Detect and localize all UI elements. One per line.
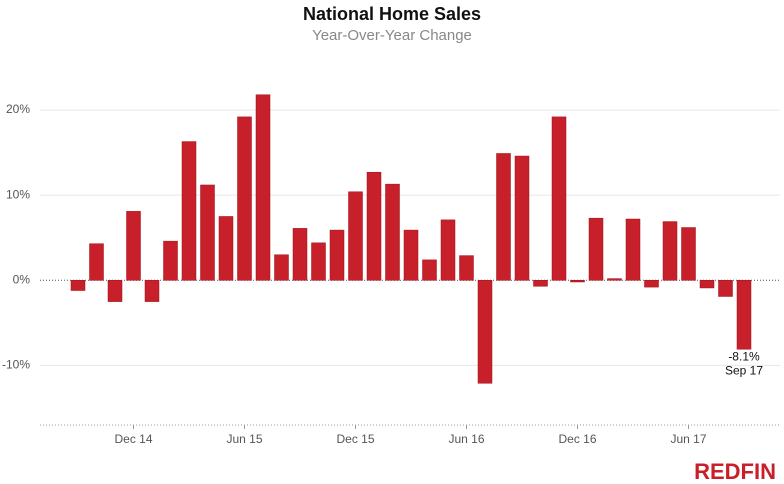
bar (570, 280, 585, 283)
bar (699, 280, 715, 289)
bar (237, 116, 252, 281)
chart-title: National Home Sales (303, 4, 481, 24)
bar (681, 227, 696, 281)
bar (348, 191, 363, 281)
x-tick-label: Dec 16 (558, 432, 596, 446)
bar (644, 280, 659, 288)
bar (607, 278, 622, 281)
bar (274, 254, 289, 281)
bar (163, 240, 178, 281)
bar (255, 94, 271, 281)
bar (533, 280, 548, 287)
bar (366, 171, 382, 281)
x-tick-label: Dec 15 (336, 432, 374, 446)
chart-subtitle: Year-Over-Year Change (312, 27, 472, 44)
bar (477, 280, 493, 384)
bar (126, 211, 141, 281)
bar (89, 243, 104, 281)
x-tick-label: Jun 16 (448, 432, 484, 446)
bar (736, 280, 752, 350)
bar (70, 280, 86, 291)
bar (292, 228, 308, 281)
bar (200, 184, 215, 281)
bar (625, 218, 641, 281)
bar (218, 216, 234, 281)
bar (662, 221, 678, 281)
y-tick-label: 10% (6, 187, 30, 201)
x-tick-label: Jun 15 (226, 432, 262, 446)
bar (459, 255, 474, 281)
bar (440, 219, 456, 281)
bar (311, 242, 326, 281)
bar (403, 229, 419, 281)
bar (514, 155, 530, 281)
x-tick-label: Dec 14 (114, 432, 152, 446)
y-tick-label: 20% (6, 102, 30, 116)
bar (496, 153, 511, 281)
y-tick-label: 0% (13, 272, 31, 286)
bar (385, 183, 400, 281)
annotation: Sep 17 (725, 363, 763, 377)
x-tick-label: Jun 17 (670, 432, 706, 446)
bar (551, 116, 567, 281)
bar (329, 229, 345, 281)
bar (181, 141, 197, 281)
bar (588, 217, 604, 281)
bar (144, 280, 160, 302)
bar (422, 259, 437, 281)
bar (107, 280, 123, 302)
y-tick-label: -10% (2, 358, 30, 372)
logo: REDFIN (694, 459, 776, 484)
data-label: -8.1% (728, 349, 760, 363)
bar (718, 280, 733, 297)
